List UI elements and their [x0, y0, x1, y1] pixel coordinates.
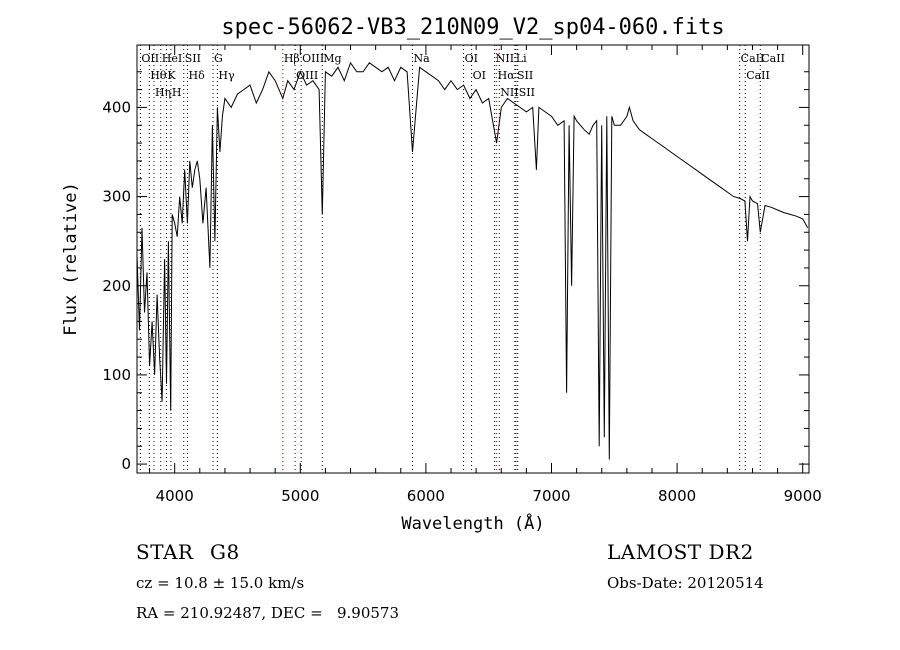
spectral-line-label: Hδ: [188, 69, 205, 82]
spectral-line-label: SII: [185, 52, 201, 65]
spectral-line-label: OI: [473, 69, 486, 82]
y-tick-label: 300: [102, 188, 131, 206]
spectral-line-label: CaII: [746, 69, 770, 82]
x-axis-label: Wavelength (Å): [401, 512, 544, 534]
spectral-line-label: Li: [516, 52, 527, 65]
spectral-line-label: H: [172, 86, 182, 99]
spectral-line-label: Hβ: [284, 52, 300, 65]
x-tick-label: 4000: [156, 487, 194, 505]
observation-date: Obs-Date: 20120514: [607, 574, 764, 592]
spectral-line-label: K: [167, 69, 176, 82]
coordinates: RA = 210.92487, DEC = 9.90573: [136, 604, 400, 622]
spectral-line-label: Na: [413, 52, 430, 65]
spectral-line-label: Hη: [155, 86, 171, 99]
y-axis-label: Flux (relative): [61, 182, 81, 336]
y-tick-label: 400: [102, 98, 131, 116]
spectral-line-label: OIII: [302, 52, 324, 65]
spectral-line-label: Hθ: [150, 69, 167, 82]
x-tick-label: 9000: [784, 487, 822, 505]
spectral-lines: [139, 45, 761, 473]
spectral-line-label: Hα: [498, 69, 516, 82]
x-axis: 4000 5000 6000 7000 8000 9000: [149, 45, 822, 505]
spectral-line-label: SII: [517, 69, 533, 82]
x-tick-label: 8000: [658, 487, 696, 505]
spectral-line-label: SII: [519, 86, 535, 99]
spectrum-line: [136, 61, 809, 460]
chart-title: spec-56062-VB3_210N09_V2_sp04-060.fits: [221, 15, 724, 40]
spectral-line-label: Mg: [323, 52, 341, 65]
x-tick-label: 5000: [281, 487, 319, 505]
redshift-line: cz = 10.8 ± 15.0 km/s: [136, 574, 305, 592]
x-tick-label: 7000: [532, 487, 570, 505]
spectral-line-label: Hγ: [218, 69, 235, 82]
spectral-line-label: CaII: [741, 52, 765, 65]
y-axis: 0 100 200 300 400: [102, 71, 809, 473]
object-subclass: G8: [210, 540, 240, 564]
spectral-line-label: CaII: [761, 52, 785, 65]
spectral-line-label: HeI: [162, 52, 182, 65]
plot-frame: [136, 44, 810, 474]
y-tick-label: 0: [121, 455, 131, 473]
object-class: STAR: [136, 540, 194, 564]
spectral-line-label: NII: [496, 52, 514, 65]
y-tick-label: 200: [102, 277, 131, 295]
spectral-line-label: G: [214, 52, 223, 65]
x-tick-label: 6000: [407, 487, 445, 505]
y-tick-label: 100: [102, 366, 131, 384]
spectral-line-label: OII: [141, 52, 159, 65]
spectral-line-label: NII: [500, 86, 518, 99]
spectral-line-label: OI: [465, 52, 478, 65]
spectral-line-label: OIII: [296, 69, 318, 82]
survey-name: LAMOST DR2: [607, 540, 754, 564]
